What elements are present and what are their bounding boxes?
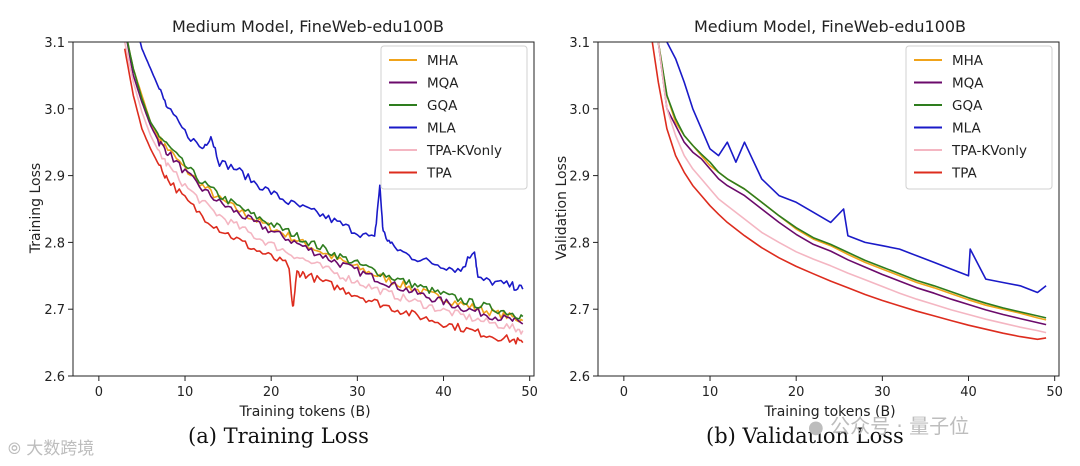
watermark-left: ⦾ 大数跨境 — [8, 434, 94, 459]
training-loss-chart: Medium Model, FineWeb-edu100B Training L… — [28, 17, 538, 420]
wechat-icon: ● — [808, 417, 824, 438]
caption-validation-loss: (b) Validation Loss — [706, 424, 904, 448]
x-tick-label: 30 — [874, 385, 891, 400]
watermark-logo-icon: ⦾ — [8, 439, 21, 458]
y-tick-label: 2.8 — [569, 236, 590, 251]
y-tick-label: 2.9 — [44, 170, 65, 185]
legend: MHA MQA GQA MLA TPA-KVonly TPA — [905, 45, 1053, 190]
series-line-mqa — [126, 42, 524, 325]
series-line-gqa — [657, 42, 1047, 319]
legend-label-mha: MHA — [427, 53, 459, 69]
series-line-mla — [666, 42, 1047, 294]
y-axis-label: Validation Loss — [554, 156, 570, 260]
legend-label-mqa: MQA — [952, 76, 984, 92]
x-tick-label: 0 — [620, 385, 628, 400]
x-tick-label: 10 — [702, 385, 719, 400]
legend-label-tpa-kvonly: TPA-KVonly — [426, 143, 502, 159]
x-tick-label: 10 — [177, 385, 194, 400]
legend-label-mha: MHA — [952, 53, 984, 69]
x-tick-label: 0 — [95, 385, 103, 400]
y-tick-label: 2.7 — [44, 303, 65, 318]
series-line-mqa — [657, 42, 1047, 326]
validation-loss-chart: Medium Model, FineWeb-edu100B Validation… — [554, 17, 1063, 420]
watermark-right: ● 公众号 · 量子位 — [808, 410, 969, 439]
series-line-tpa-kvonly — [657, 42, 1047, 334]
axes-frame — [72, 41, 535, 377]
y-tick-label: 2.9 — [569, 170, 590, 185]
x-tick-label: 40 — [435, 385, 452, 400]
x-axis-label: Training tokens (B) — [763, 404, 895, 420]
x-axis-label: Training tokens (B) — [238, 404, 370, 420]
x-tick-label: 40 — [960, 385, 977, 400]
caption-training-loss: (a) Training Loss — [188, 424, 369, 448]
x-tick-label: 20 — [788, 385, 805, 400]
chart-title: Medium Model, FineWeb-edu100B — [694, 17, 966, 36]
legend-label-mqa: MQA — [427, 76, 459, 92]
plot-area: 0 10 20 30 40 50 2.6 2.7 2.8 2.9 3.0 3.1 MHA MQA GQA ML… — [569, 36, 1063, 400]
legend-label-gqa: GQA — [427, 98, 458, 114]
legend-label-gqa: GQA — [952, 98, 983, 114]
series-line-tpa — [651, 42, 1047, 341]
y-tick-label: 2.7 — [569, 303, 590, 318]
y-tick-label: 3.0 — [44, 103, 65, 118]
axes-frame — [597, 41, 1060, 377]
y-tick-label: 3.1 — [569, 36, 590, 51]
legend-label-tpa: TPA — [951, 166, 978, 182]
watermark-left-text: 大数跨境 — [26, 439, 95, 459]
series-line-tpa — [123, 48, 524, 345]
y-axis-label: Training Loss — [28, 163, 44, 254]
plot-area: 0 10 20 30 40 50 2.6 2.7 2.8 2.9 3.0 3.1 MHA MQA GQA ML… — [44, 36, 538, 400]
y-tick-label: 2.6 — [44, 370, 65, 385]
y-tick-label: 2.8 — [44, 236, 65, 251]
y-tick-label: 2.6 — [569, 370, 590, 385]
series-line-gqa — [126, 42, 524, 320]
legend-label-mla: MLA — [427, 121, 456, 137]
y-tick-label: 3.1 — [44, 36, 65, 51]
legend-label-mla: MLA — [952, 121, 981, 137]
legend: MHA MQA GQA MLA TPA-KVonly TPA — [380, 45, 528, 190]
x-tick-label: 50 — [1046, 385, 1063, 400]
legend-label-tpa: TPA — [426, 166, 453, 182]
legend-label-tpa-kvonly: TPA-KVonly — [951, 143, 1027, 159]
x-tick-label: 20 — [263, 385, 280, 400]
series-line-mla — [139, 42, 524, 291]
x-tick-label: 30 — [349, 385, 366, 400]
y-tick-label: 3.0 — [569, 103, 590, 118]
series-line-tpa-kvonly — [123, 42, 524, 335]
x-tick-label: 50 — [521, 385, 538, 400]
watermark-right-text: 公众号 · 量子位 — [830, 414, 970, 438]
chart-title: Medium Model, FineWeb-edu100B — [172, 17, 444, 36]
